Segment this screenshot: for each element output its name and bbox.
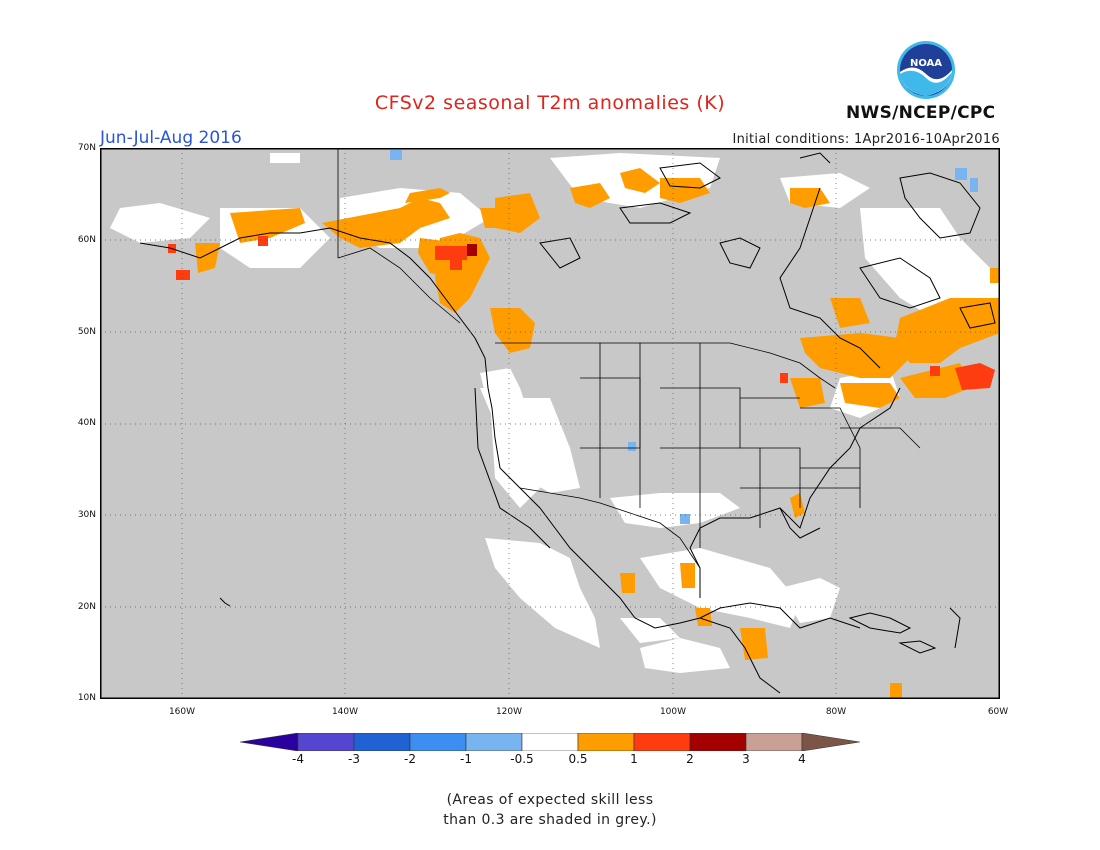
footnote-line2: than 0.3 are shaded in grey.) bbox=[443, 812, 657, 828]
colorbar-segment bbox=[353, 733, 411, 751]
initial-conditions-label: Initial conditions: 1Apr2016-10Apr2016 bbox=[732, 132, 1000, 147]
svg-text:NOAA: NOAA bbox=[910, 58, 942, 69]
colorbar-label: -2 bbox=[404, 752, 416, 766]
season-label: Jun-Jul-Aug 2016 bbox=[100, 128, 242, 148]
lat-label-50n: 50N bbox=[77, 327, 96, 337]
colorbar-segment bbox=[577, 733, 635, 751]
lat-label-40n: 40N bbox=[77, 418, 96, 428]
lat-label-30n: 30N bbox=[77, 510, 96, 520]
colorbar bbox=[240, 733, 860, 751]
map-title: CFSv2 seasonal T2m anomalies (K) bbox=[374, 92, 726, 114]
colorbar-segment bbox=[633, 733, 691, 751]
footnote-line1: (Areas of expected skill less bbox=[446, 792, 654, 808]
lon-label-80w: 80W bbox=[825, 707, 847, 717]
colorbar-label: 3 bbox=[742, 752, 750, 766]
lon-label-140w: 140W bbox=[331, 707, 359, 717]
colorbar-label: 1 bbox=[630, 752, 638, 766]
anomaly-map bbox=[100, 148, 1000, 699]
agency-label: NWS/NCEP/CPC bbox=[846, 103, 996, 123]
lat-lon-grid bbox=[100, 148, 1000, 699]
colorbar-segment bbox=[297, 733, 355, 751]
noaa-logo: NOAA bbox=[897, 41, 955, 99]
colorbar-segment bbox=[745, 733, 803, 751]
lat-label-20n: 20N bbox=[77, 602, 96, 612]
lat-label-60n: 60N bbox=[77, 235, 96, 245]
colorbar-label: 4 bbox=[798, 752, 806, 766]
coastlines bbox=[139, 152, 996, 694]
lat-label-10n: 10N bbox=[77, 693, 96, 703]
cool-anomaly-regions bbox=[390, 150, 978, 524]
colorbar-label: 0.5 bbox=[568, 752, 588, 766]
colorbar-segment bbox=[521, 733, 579, 751]
colorbar-arrow-left bbox=[240, 733, 299, 751]
colorbar-label: -3 bbox=[348, 752, 360, 766]
colorbar-label: 2 bbox=[686, 752, 694, 766]
colorbar-segment bbox=[465, 733, 523, 751]
colorbar-label: -1 bbox=[460, 752, 472, 766]
lon-label-60w: 60W bbox=[987, 707, 1009, 717]
political-boundaries bbox=[337, 148, 921, 569]
lon-label-120w: 120W bbox=[495, 707, 523, 717]
very-strong-warm-anomaly-regions bbox=[467, 244, 477, 256]
lon-label-160w: 160W bbox=[168, 707, 196, 717]
colorbar-arrow-right bbox=[801, 733, 860, 751]
colorbar-label: -4 bbox=[292, 752, 304, 766]
colorbar-segment bbox=[409, 733, 467, 751]
colorbar-segment bbox=[689, 733, 747, 751]
lon-label-100w: 100W bbox=[659, 707, 687, 717]
colorbar-label: -0.5 bbox=[510, 752, 534, 766]
strong-warm-anomaly-regions bbox=[168, 236, 995, 390]
lat-label-70n: 70N bbox=[77, 143, 96, 153]
